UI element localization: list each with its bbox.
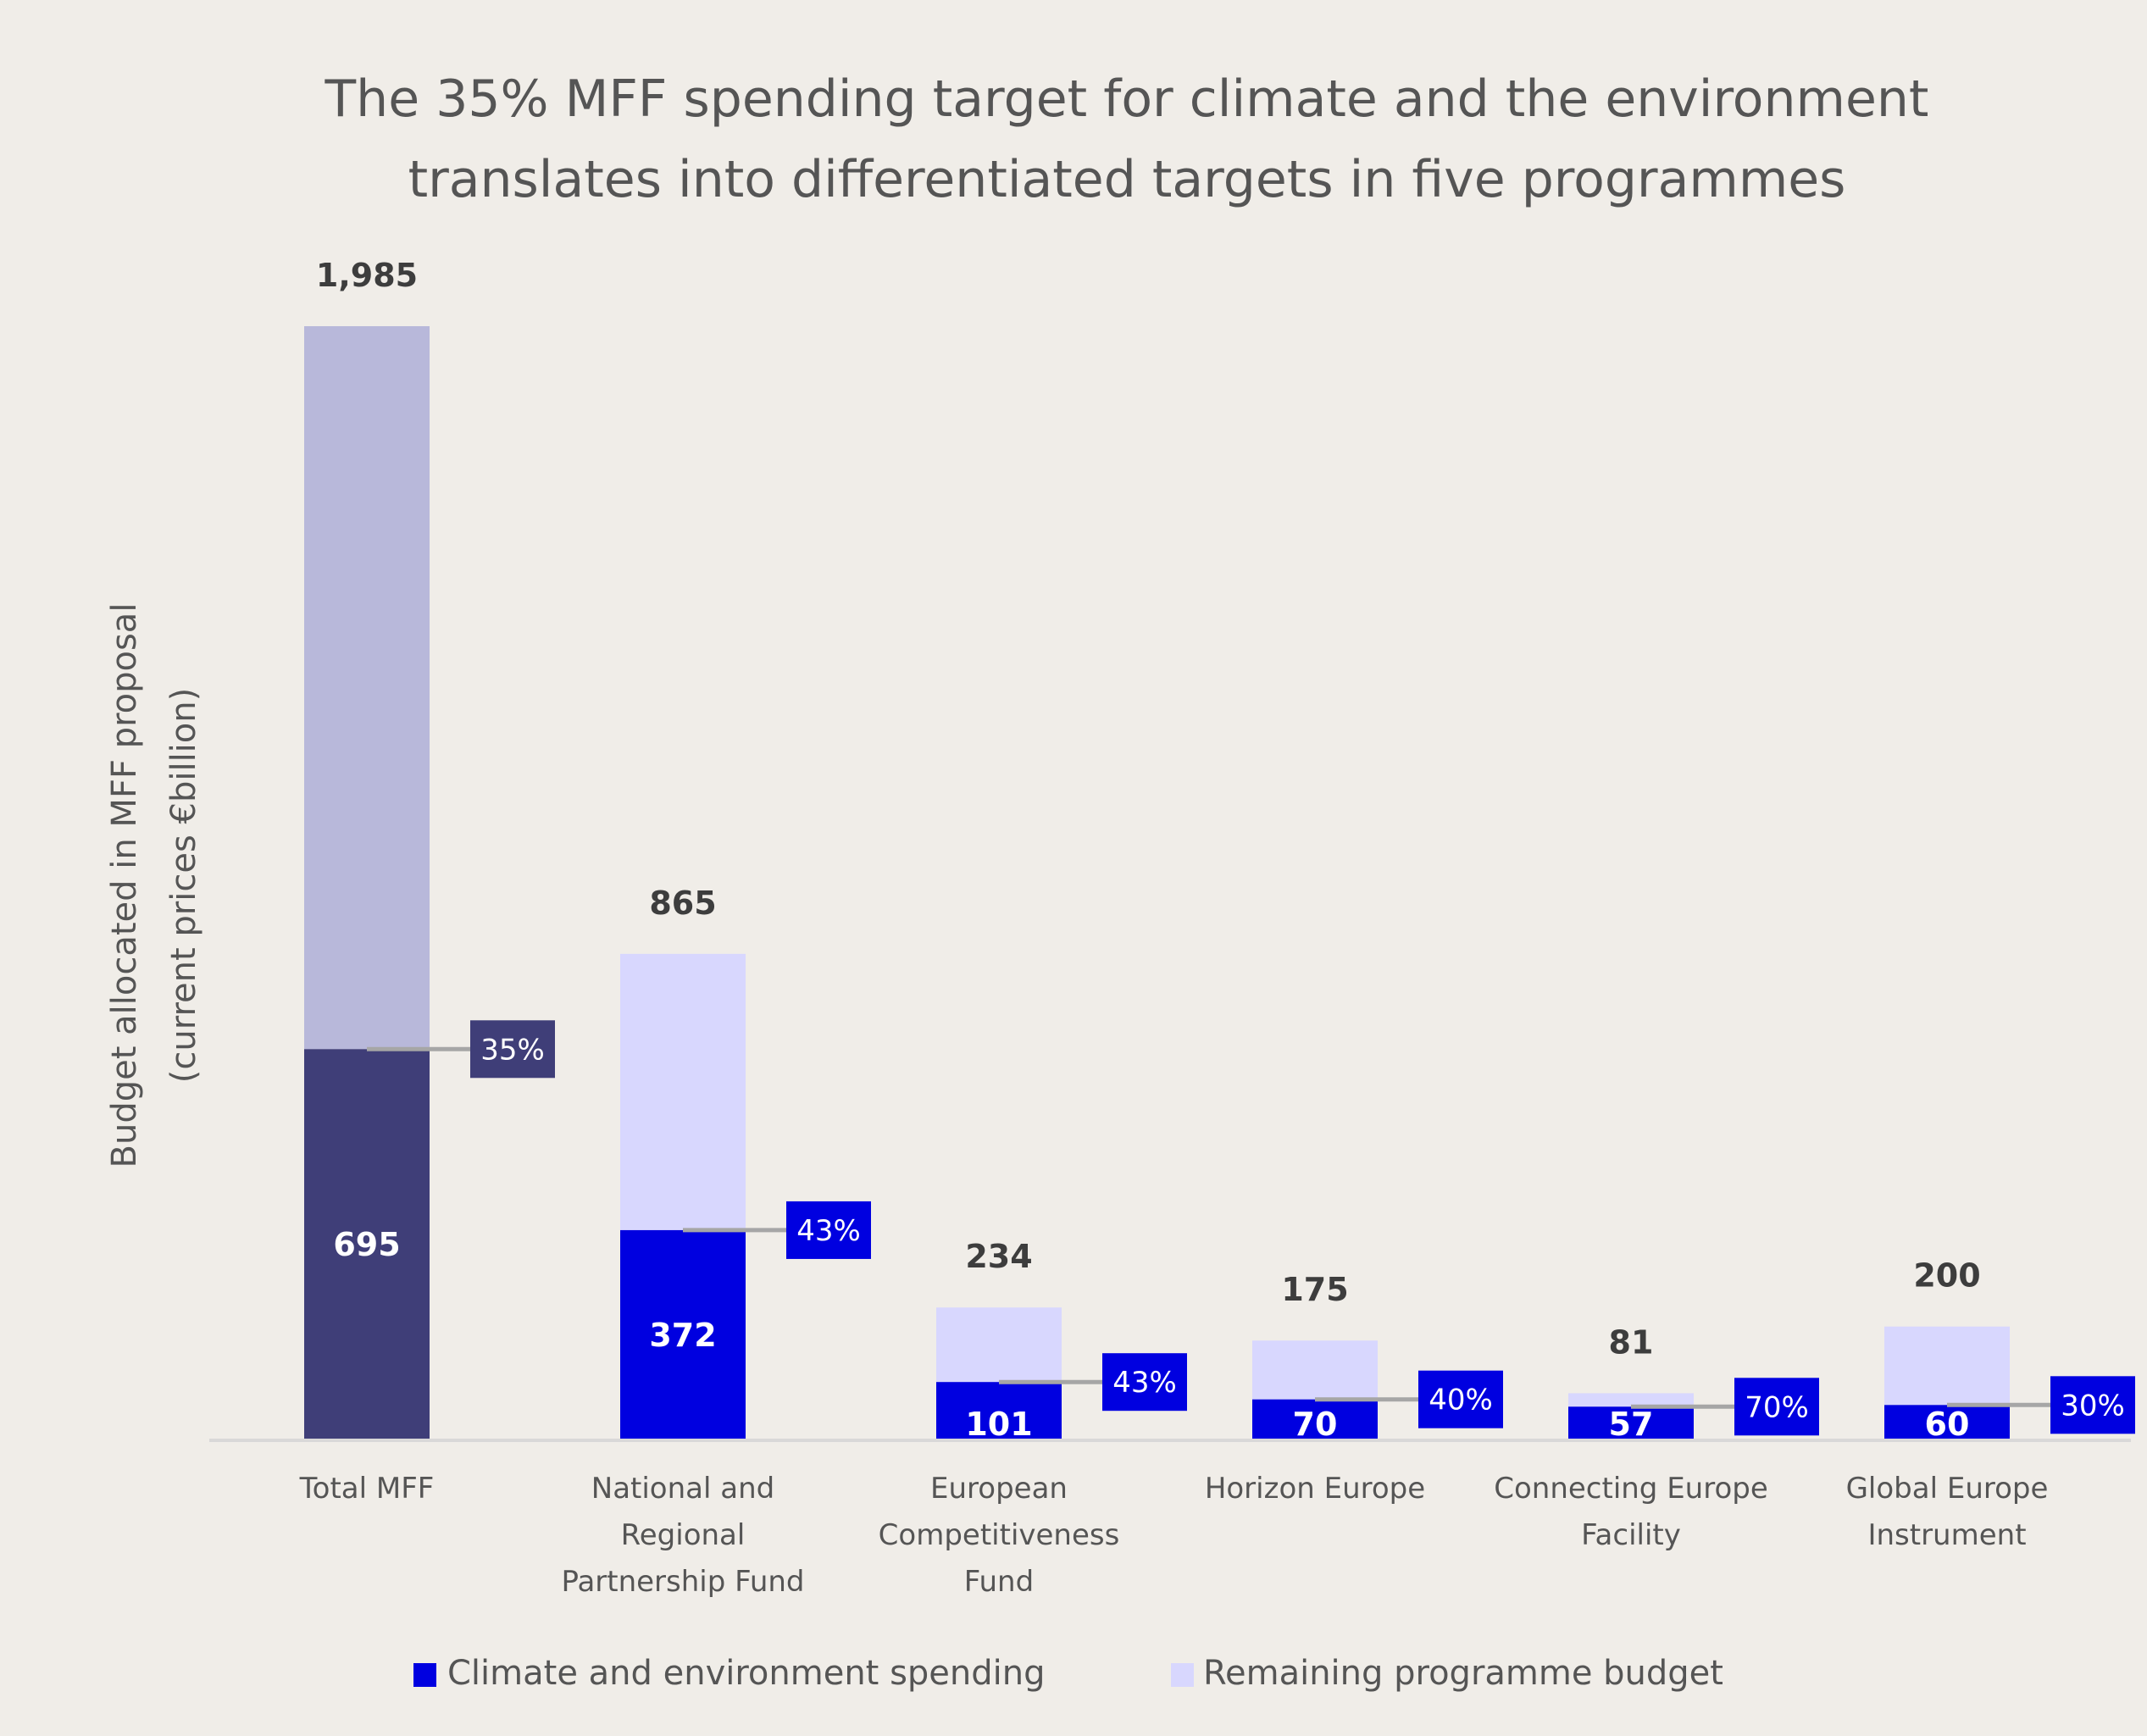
bar-remaining-1 <box>620 953 746 1230</box>
climate-value-label-0: 695 <box>333 1226 400 1263</box>
category-label-line: European <box>930 1472 1068 1506</box>
target-percent-box-5 <box>2050 1376 2135 1434</box>
category-label-line: Partnership Fund <box>561 1565 804 1599</box>
category-label-line: Horizon Europe <box>1205 1472 1425 1506</box>
category-label-line: Total MFF <box>299 1472 435 1506</box>
climate-value-label-1: 372 <box>649 1317 716 1354</box>
target-percent-label-2: 43% <box>1112 1366 1177 1400</box>
legend-label-climate: Climate and environment spending <box>447 1654 1046 1693</box>
total-label-3: 175 <box>1281 1271 1348 1308</box>
bar-remaining-4 <box>1568 1393 1694 1407</box>
target-percent-box-4 <box>1734 1378 1819 1436</box>
bar-remaining-5 <box>1884 1326 2010 1406</box>
category-label-5: Global Europe Instrument <box>1846 1472 2049 1552</box>
target-percent-label-0: 35% <box>480 1033 545 1067</box>
target-percent-box-0 <box>470 1020 555 1079</box>
bar-climate-1 <box>620 1229 746 1439</box>
total-label-2: 234 <box>965 1238 1032 1275</box>
bar-climate-5 <box>1884 1405 2010 1439</box>
total-label-0: 1,985 <box>316 257 418 294</box>
category-label-line: Facility <box>1581 1518 1681 1552</box>
climate-value-label-3: 70 <box>1293 1406 1338 1443</box>
category-label-4: Connecting Europe Facility <box>1494 1472 1768 1552</box>
bar-remaining-0 <box>304 326 430 1050</box>
y-axis-label: Budget allocated in MFF proposal (curren… <box>105 603 203 1168</box>
bar-climate-3 <box>1252 1399 1378 1439</box>
chart-title: The 35% MFF spending target for climate … <box>325 69 1929 209</box>
total-label-1: 865 <box>649 885 716 922</box>
bar-climate-4 <box>1568 1406 1694 1439</box>
legend-swatch-remaining <box>1171 1663 1194 1687</box>
target-percent-label-4: 70% <box>1745 1390 1809 1424</box>
category-label-2: European Competitiveness Fund <box>879 1472 1120 1599</box>
bars-layer <box>304 326 2010 1439</box>
legend-label-remaining: Remaining programme budget <box>1203 1654 1723 1693</box>
target-percent-box-2 <box>1102 1353 1187 1412</box>
target-percent-box-3 <box>1418 1370 1503 1428</box>
bar-climate-0 <box>304 1049 430 1439</box>
category-label-line: Competitiveness <box>879 1518 1120 1552</box>
legend: Climate and environment spending Remaini… <box>413 1654 1723 1693</box>
climate-value-label-2: 101 <box>965 1406 1032 1443</box>
bar-remaining-3 <box>1252 1340 1378 1400</box>
category-label-line: Global Europe <box>1846 1472 2049 1506</box>
y-axis-label-line-1: Budget allocated in MFF proposal <box>105 603 144 1168</box>
chart-title-line-1: The 35% MFF spending target for climate … <box>325 69 1929 129</box>
category-label-1: National and Regional Partnership Fund <box>561 1472 804 1599</box>
legend-swatch-climate <box>413 1663 436 1687</box>
target-percent-label-1: 43% <box>796 1214 861 1248</box>
chart-title-line-2: translates into differentiated targets i… <box>408 150 1846 209</box>
category-label-line: Regional <box>621 1518 746 1552</box>
total-label-4: 81 <box>1609 1323 1654 1361</box>
labels-layer: 1,985 695 35% Total MFF 865 372 43% National an… <box>299 257 2135 1599</box>
bar-remaining-2 <box>936 1307 1062 1383</box>
category-label-line: Instrument <box>1867 1518 2026 1552</box>
climate-value-label-4: 57 <box>1609 1406 1654 1443</box>
category-label-line: Connecting Europe <box>1494 1472 1768 1506</box>
category-label-line: National and <box>591 1472 774 1506</box>
total-label-5: 200 <box>1913 1257 1980 1295</box>
climate-value-label-5: 60 <box>1925 1406 1970 1443</box>
bar-climate-2 <box>936 1382 1062 1439</box>
category-label-line: Fund <box>964 1565 1034 1599</box>
category-label-0: Total MFF <box>299 1472 435 1506</box>
target-percent-label-5: 30% <box>2061 1389 2125 1423</box>
y-axis-label-line-2: (current prices €billion) <box>164 688 203 1083</box>
category-label-3: Horizon Europe <box>1205 1472 1425 1506</box>
target-percent-label-3: 40% <box>1429 1384 1493 1417</box>
target-percent-box-1 <box>786 1201 871 1259</box>
